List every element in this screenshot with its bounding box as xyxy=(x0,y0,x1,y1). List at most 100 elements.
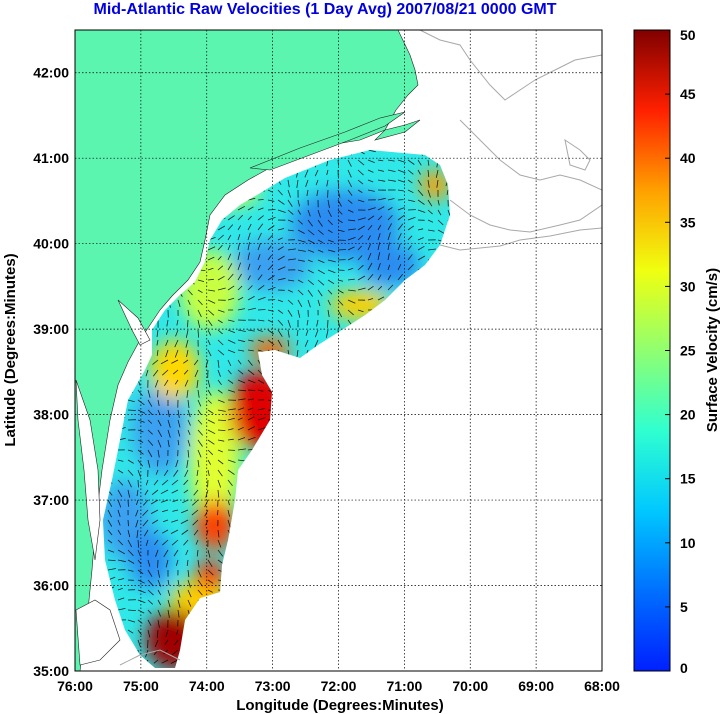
current-vector xyxy=(237,262,241,271)
current-vector xyxy=(145,369,149,377)
current-vector xyxy=(207,469,210,476)
coastline-land xyxy=(75,30,421,671)
current-vector xyxy=(357,245,362,251)
current-vector xyxy=(417,189,424,196)
current-vector xyxy=(186,349,189,357)
current-vector xyxy=(217,339,224,346)
current-vector xyxy=(257,243,261,251)
current-vector xyxy=(257,389,264,392)
current-vector xyxy=(171,489,179,494)
current-vector xyxy=(247,369,255,376)
current-vector xyxy=(174,349,179,358)
current-vector xyxy=(187,419,191,426)
current-vector xyxy=(166,389,169,396)
current-vector xyxy=(217,399,225,403)
current-vector xyxy=(160,359,169,365)
current-vector xyxy=(267,286,276,291)
current-vector xyxy=(117,479,124,486)
current-vector xyxy=(377,296,385,301)
colorbar xyxy=(633,29,671,672)
current-vector xyxy=(377,252,381,261)
current-vector xyxy=(217,429,226,431)
current-vector xyxy=(297,219,303,225)
current-vector xyxy=(165,629,169,637)
current-vector xyxy=(151,489,159,496)
current-vector xyxy=(145,479,149,486)
current-vector xyxy=(175,329,179,337)
current-vector xyxy=(417,199,425,205)
current-vector xyxy=(267,189,273,193)
current-vector xyxy=(267,234,273,241)
y-tick-label: 38:00 xyxy=(33,407,69,423)
current-vector xyxy=(167,439,170,448)
current-vector xyxy=(156,329,159,337)
current-vector xyxy=(195,479,199,486)
current-vector xyxy=(437,199,440,206)
current-vector xyxy=(317,269,325,275)
current-vector xyxy=(127,499,129,507)
current-vector xyxy=(267,275,275,281)
current-vector xyxy=(347,179,352,188)
current-vector xyxy=(197,409,202,415)
current-vector xyxy=(207,579,214,584)
current-vector xyxy=(297,249,306,252)
current-vector xyxy=(297,289,304,296)
current-vector xyxy=(387,159,395,162)
current-vector xyxy=(237,437,246,441)
current-vector xyxy=(367,273,374,281)
current-vector xyxy=(187,409,191,418)
current-vector xyxy=(207,449,214,456)
x-tick-label: 70:00 xyxy=(452,678,488,694)
current-vector xyxy=(137,639,141,647)
current-vector xyxy=(147,419,153,424)
current-vector xyxy=(183,479,189,486)
current-vector xyxy=(127,439,135,441)
current-vector xyxy=(314,169,319,177)
current-vector xyxy=(417,237,424,241)
current-vector xyxy=(327,239,334,243)
current-vector xyxy=(367,159,375,163)
current-vector xyxy=(177,579,180,587)
current-vector xyxy=(357,264,364,271)
x-axis-label: Longitude (Degrees:Minutes) xyxy=(236,697,444,714)
current-vector xyxy=(347,189,353,196)
current-vector xyxy=(227,438,234,441)
current-vector xyxy=(172,509,179,512)
current-vector xyxy=(147,439,154,446)
current-vector xyxy=(197,289,203,294)
current-vector xyxy=(207,419,215,424)
current-vector xyxy=(387,242,390,251)
current-vector xyxy=(217,359,220,368)
current-vector xyxy=(247,223,252,231)
current-vector xyxy=(165,559,169,568)
current-vector xyxy=(217,349,225,356)
current-vector xyxy=(117,587,124,591)
current-vector xyxy=(147,389,151,398)
current-vector xyxy=(287,299,294,305)
current-vector xyxy=(427,248,436,251)
current-vector xyxy=(217,409,226,412)
current-vector xyxy=(257,232,262,241)
current-vector xyxy=(357,309,364,313)
current-vector xyxy=(207,349,212,357)
current-vector xyxy=(306,189,309,196)
current-vector xyxy=(327,299,331,306)
colorbar-tick-label: 5 xyxy=(680,599,688,615)
current-vector xyxy=(347,169,352,178)
current-vector xyxy=(157,609,161,617)
colorbar-tick-label: 0 xyxy=(680,660,688,676)
current-vector xyxy=(207,409,214,414)
current-vector xyxy=(247,215,252,221)
current-vector xyxy=(185,329,189,338)
current-vector xyxy=(337,229,345,232)
current-vector xyxy=(237,407,245,411)
current-vector xyxy=(247,359,253,366)
current-vector xyxy=(257,319,265,322)
current-vector xyxy=(197,559,200,568)
current-vector xyxy=(407,245,412,251)
current-vector xyxy=(155,469,159,475)
current-vector xyxy=(163,549,169,558)
current-vector xyxy=(237,329,246,332)
current-vector xyxy=(204,499,209,508)
